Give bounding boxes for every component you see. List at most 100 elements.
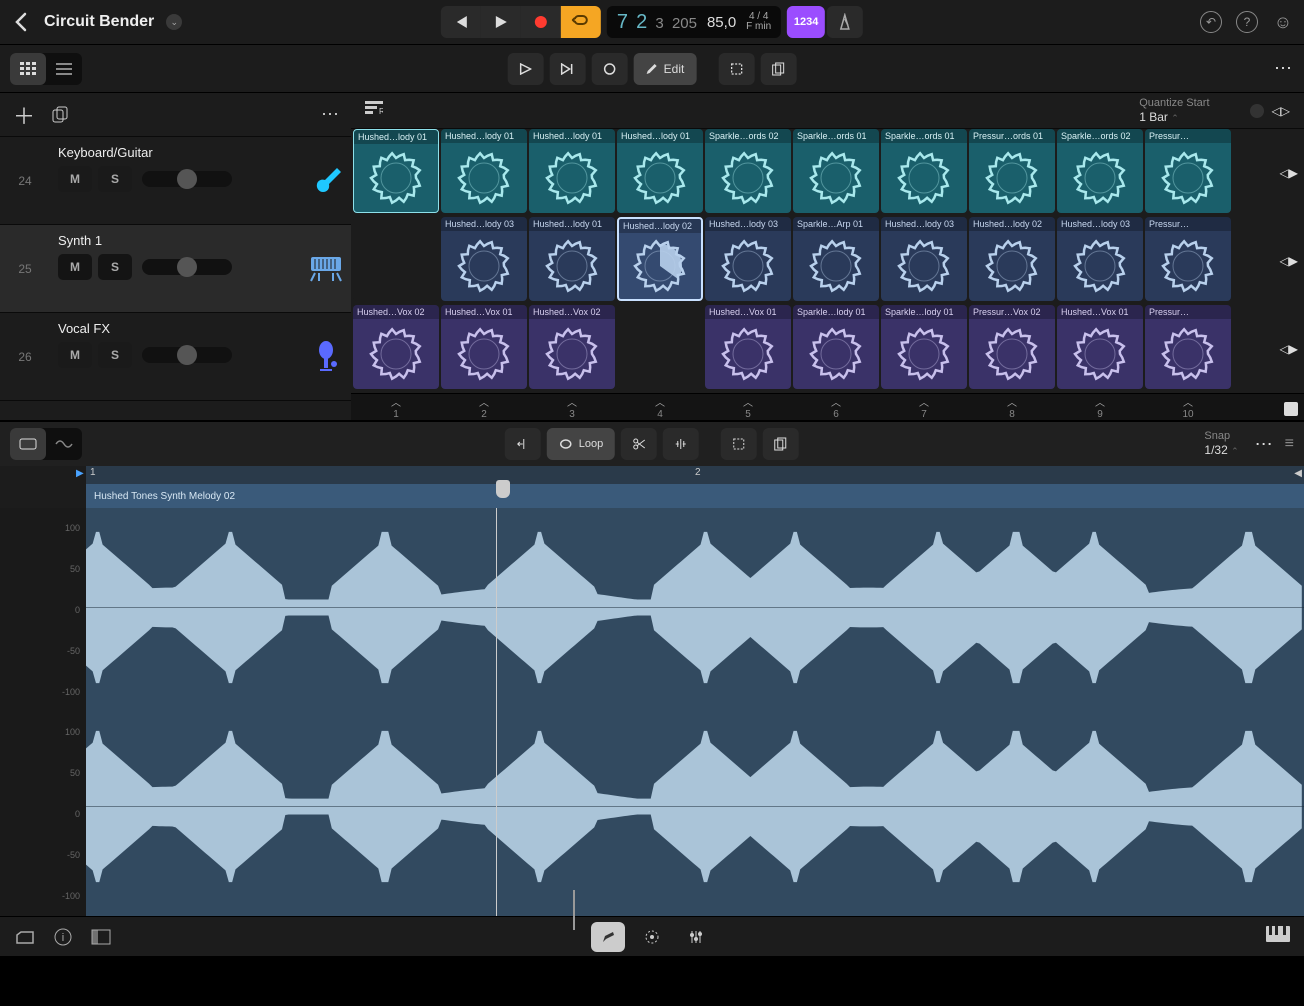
solo-button[interactable]: S <box>98 254 132 280</box>
back-button[interactable] <box>10 11 32 33</box>
tracks-view-button[interactable] <box>46 53 82 85</box>
selection-button[interactable] <box>718 53 754 85</box>
loop-cell[interactable]: Pressur… <box>1145 305 1231 389</box>
mute-button[interactable]: M <box>58 166 92 192</box>
loop-cell[interactable]: Pressur…ords 01 <box>969 129 1055 213</box>
grid-nav-right[interactable]: ◁▷ <box>1272 104 1290 118</box>
column-trigger[interactable]: ︿2 <box>441 394 527 420</box>
snap-setting[interactable]: Snap 1/32 ⌃ <box>1204 430 1238 458</box>
loop-cell[interactable]: Sparkle…lody 01 <box>793 305 879 389</box>
undo-button[interactable]: ↶ <box>1200 11 1222 33</box>
track-header[interactable]: 25 Synth 1 M S <box>0 225 351 313</box>
column-trigger[interactable]: ︿8 <box>969 394 1055 420</box>
loop-cell[interactable]: Hushed…lody 01 <box>617 129 703 213</box>
row-nav[interactable]: ◁▶ <box>1280 342 1298 356</box>
track-header[interactable]: 26 Vocal FX M S <box>0 313 351 401</box>
mute-button[interactable]: M <box>58 254 92 280</box>
volume-fader[interactable] <box>142 171 232 187</box>
lcd-display[interactable]: 7 2 3 205 85,0 4 / 4F min <box>607 6 781 38</box>
loop-cell[interactable]: Hushed…lody 01 <box>441 129 527 213</box>
cycle-button[interactable] <box>561 6 601 38</box>
loop-cell[interactable]: Pressur… <box>1145 129 1231 213</box>
stop-all-button[interactable] <box>1284 402 1298 416</box>
loop-cell[interactable]: Hushed…Vox 02 <box>529 305 615 389</box>
metronome-button[interactable] <box>827 6 863 38</box>
catch-playhead-button[interactable] <box>505 428 541 460</box>
editor-copy-button[interactable] <box>763 428 799 460</box>
view-toolbar-more[interactable]: ⋯ <box>1274 58 1294 79</box>
empty-cell[interactable] <box>617 305 703 389</box>
track-header-more[interactable]: ⋯ <box>321 104 341 125</box>
track-icon[interactable] <box>301 137 351 224</box>
column-trigger[interactable]: ︿6 <box>793 394 879 420</box>
scissors-button[interactable] <box>621 428 657 460</box>
loop-cell[interactable]: Hushed…lody 01 <box>353 129 439 213</box>
grid-view-button[interactable] <box>10 53 46 85</box>
panel-button[interactable] <box>90 926 112 948</box>
quantize-start[interactable]: Quantize Start 1 Bar ⌃ <box>1139 97 1209 125</box>
help-button[interactable]: ? <box>1236 11 1258 33</box>
play-button[interactable] <box>481 6 521 38</box>
record-button[interactable] <box>521 6 561 38</box>
region-inspector-icon[interactable]: R <box>365 101 383 120</box>
info-button[interactable]: i <box>52 926 74 948</box>
countin-button[interactable]: 1234 <box>787 6 825 38</box>
loop-cell[interactable]: Hushed…lody 03 <box>705 217 791 301</box>
column-trigger[interactable]: ︿1 <box>353 394 439 420</box>
waveform[interactable] <box>86 508 1304 916</box>
mute-button[interactable]: M <box>58 342 92 368</box>
scene-play-next-button[interactable] <box>550 53 586 85</box>
solo-button[interactable]: S <box>98 342 132 368</box>
rewind-button[interactable] <box>441 6 481 38</box>
split-button[interactable] <box>663 428 699 460</box>
loop-button[interactable]: Loop <box>547 428 615 460</box>
column-trigger[interactable]: ︿5 <box>705 394 791 420</box>
copy-button[interactable] <box>760 53 796 85</box>
region-mode-button[interactable] <box>10 428 46 460</box>
loop-cell[interactable]: Sparkle…ords 01 <box>881 129 967 213</box>
loop-cell[interactable]: Sparkle…ords 02 <box>1057 129 1143 213</box>
loop-cell[interactable]: Hushed…lody 02 <box>969 217 1055 301</box>
track-icon[interactable] <box>301 225 351 312</box>
empty-cell[interactable] <box>353 217 439 301</box>
flex-mode-button[interactable] <box>46 428 82 460</box>
loop-cell[interactable]: Sparkle…ords 02 <box>705 129 791 213</box>
loop-cell[interactable]: Pressur…Vox 02 <box>969 305 1055 389</box>
column-trigger[interactable]: ︿10 <box>1145 394 1231 420</box>
loop-cell[interactable]: Sparkle…lody 01 <box>881 305 967 389</box>
loop-cell[interactable]: Hushed…Vox 02 <box>353 305 439 389</box>
volume-fader[interactable] <box>142 347 232 363</box>
region-title-bar[interactable]: Hushed Tones Synth Melody 02 <box>86 484 1304 508</box>
solo-button[interactable]: S <box>98 166 132 192</box>
loop-cell[interactable]: Hushed…Vox 01 <box>1057 305 1143 389</box>
loop-cell[interactable]: Pressur… <box>1145 217 1231 301</box>
track-header[interactable]: 24 Keyboard/Guitar M S <box>0 137 351 225</box>
mixer-button[interactable] <box>679 922 713 952</box>
project-dropdown-icon[interactable]: ⌄ <box>166 14 182 30</box>
loop-cell[interactable]: Hushed…lody 01 <box>529 217 615 301</box>
fader-knob[interactable] <box>177 345 197 365</box>
editor-more[interactable]: ⋯ <box>1255 434 1275 455</box>
editor-tab-button[interactable] <box>591 922 625 952</box>
row-nav[interactable]: ◁▶ <box>1280 254 1298 268</box>
settings-button[interactable]: ☺ <box>1272 11 1294 33</box>
track-icon[interactable] <box>301 313 351 400</box>
scene-play-button[interactable] <box>508 53 544 85</box>
editor-selection-button[interactable] <box>721 428 757 460</box>
loop-cell[interactable]: Hushed…lody 03 <box>881 217 967 301</box>
editor-zoom-icon[interactable]: ≡ <box>1285 435 1294 453</box>
editor-ruler[interactable]: ▶ 1 2 ◀ <box>86 466 1304 484</box>
loop-cell[interactable]: Hushed…lody 01 <box>529 129 615 213</box>
loop-cell[interactable]: Hushed…lody 03 <box>1057 217 1143 301</box>
loop-cell[interactable]: Sparkle…ords 01 <box>793 129 879 213</box>
column-trigger[interactable]: ︿7 <box>881 394 967 420</box>
scene-record-button[interactable] <box>592 53 628 85</box>
playhead-line[interactable] <box>496 508 497 916</box>
loop-cell[interactable]: Hushed…Vox 01 <box>441 305 527 389</box>
row-nav[interactable]: ◁▶ <box>1280 166 1298 180</box>
volume-fader[interactable] <box>142 259 232 275</box>
fader-knob[interactable] <box>177 257 197 277</box>
loop-cell[interactable]: Hushed…lody 02 <box>617 217 703 301</box>
project-title[interactable]: Circuit Bender <box>44 13 154 31</box>
column-trigger[interactable]: ︿4 <box>617 394 703 420</box>
